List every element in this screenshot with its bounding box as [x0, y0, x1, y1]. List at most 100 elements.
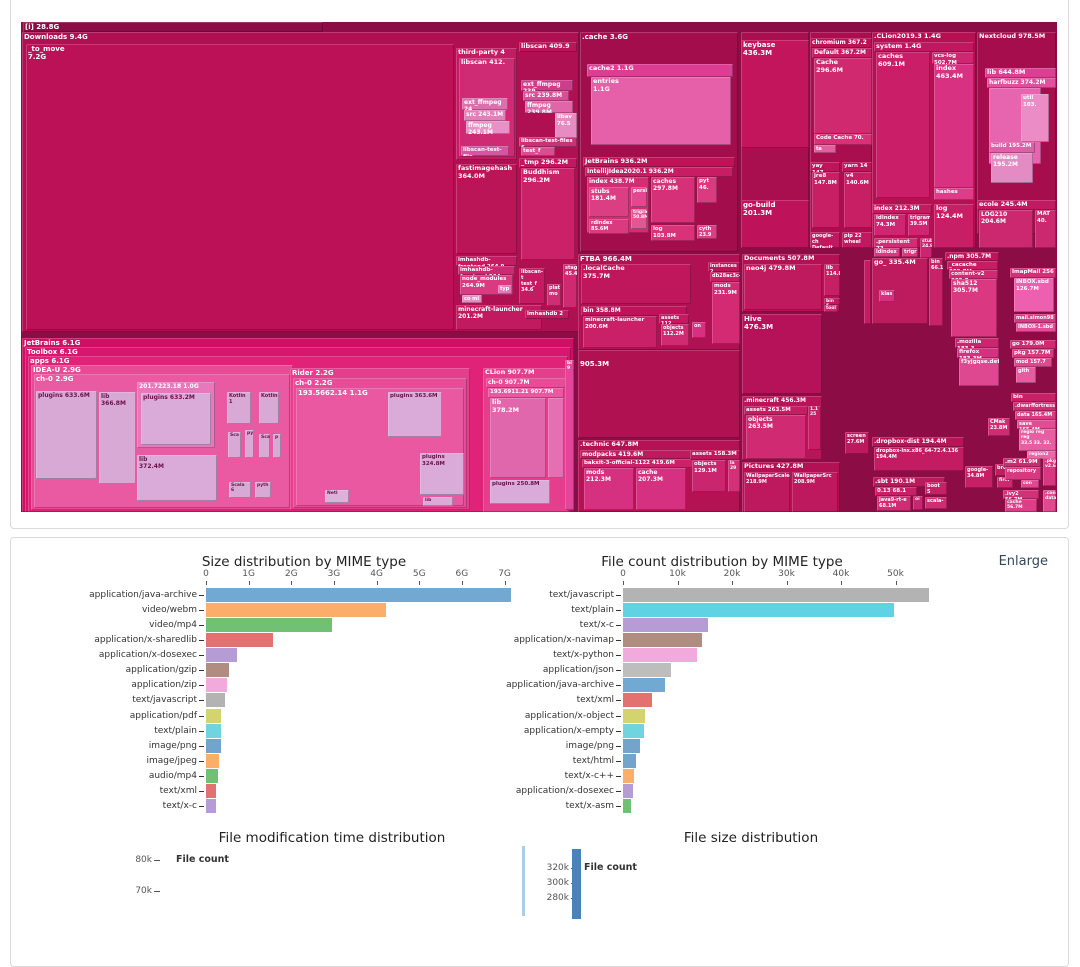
treemap-block[interactable]: bin 358.8M — [581, 306, 687, 316]
treemap-block[interactable]: google-ch Default — [810, 232, 840, 248]
treemap-block[interactable]: libscan-test-file — [461, 146, 509, 156]
treemap-block[interactable]: bin 5 — [824, 298, 840, 305]
treemap-block[interactable]: lib — [423, 497, 453, 506]
treemap-block[interactable]: cache 56.7M — [1005, 499, 1037, 512]
treemap-block[interactable]: mail.simon98 — [1014, 314, 1056, 323]
treemap-block[interactable]: f3yjgqse.defau — [959, 358, 999, 386]
treemap-block[interactable]: log 103.8M — [651, 225, 695, 241]
treemap-block[interactable]: WallpaperSrc 208.9M — [792, 472, 838, 512]
treemap-block[interactable]: trigr — [902, 248, 918, 257]
treemap-block[interactable]: _to_move 7.2G — [26, 44, 454, 330]
treemap-block[interactable]: Code Cache 70. — [814, 134, 872, 145]
treemap-block[interactable]: la 29 — [728, 460, 740, 492]
treemap-block[interactable]: idindex 74.3M — [874, 214, 906, 236]
treemap-block[interactable]: instances 2 — [708, 262, 740, 272]
treemap-block[interactable]: objects 263.5M — [746, 415, 806, 459]
treemap-block[interactable]: entries 1.1G — [591, 77, 731, 145]
treemap-block[interactable]: cyth 23.9 — [697, 225, 717, 239]
treemap-block[interactable]: regio reg reg 33.5 33. 32. — [1019, 429, 1056, 451]
treemap-block[interactable]: trigram 39.5M — [908, 214, 930, 236]
treemap-block[interactable]: .ivy2 56.7M — [1003, 490, 1039, 499]
treemap-block[interactable]: plat mo — [547, 284, 561, 306]
treemap-block[interactable]: lib 378.2M — [490, 398, 546, 478]
treemap-block[interactable]: oi — [913, 496, 923, 510]
treemap-block[interactable]: LOG210 204.6M — [979, 210, 1033, 248]
treemap-block[interactable]: data 165.4M — [1015, 411, 1056, 420]
treemap-block[interactable]: release 195.2M — [991, 153, 1033, 183]
treemap-block[interactable]: lib 372.4M — [137, 455, 217, 501]
treemap-block[interactable]: ext_ffmpeg 239 — [521, 80, 573, 91]
treemap-block[interactable]: tool — [824, 305, 838, 312]
treemap-block[interactable]: assets 263.5M — [744, 406, 808, 415]
treemap-block[interactable]: hashes — [934, 188, 974, 200]
treemap-block[interactable]: Kotlin — [259, 392, 279, 424]
treemap-block[interactable]: plugins 633.2M — [141, 393, 211, 445]
treemap-block[interactable]: mod 157.7 — [1014, 358, 1052, 367]
treemap-block[interactable]: imhashdb 2 — [525, 310, 569, 319]
treemap-block[interactable]: Cache 296.6M — [814, 58, 872, 134]
treemap-block[interactable]: lib 366.8M — [99, 392, 136, 484]
treemap-block[interactable]: Scala 6 — [229, 482, 251, 498]
treemap-block[interactable]: CMak 23.8M — [988, 418, 1010, 436]
treemap-block[interactable]: libscan 409.9 — [519, 42, 577, 52]
treemap-block[interactable]: src 239.8M — [523, 91, 569, 101]
treemap-block[interactable]: ta — [814, 145, 836, 153]
treemap-block[interactable]: build 195.2M — [989, 142, 1035, 153]
disk-usage-treemap[interactable]: [i] 28.8G Downloads 9.4G _to_move 7.2G thir… — [21, 22, 1057, 512]
treemap-block[interactable]: ch-0 907.7M — [486, 378, 566, 388]
treemap-block[interactable]: lib 114.8M — [824, 264, 840, 296]
treemap-block[interactable]: content-v2 305.7 — [949, 270, 998, 279]
treemap-block[interactable]: cache2 1.1G — [587, 64, 733, 77]
treemap-block[interactable]: typ — [498, 285, 512, 294]
treemap-block[interactable]: v4 140.6M — [844, 172, 872, 228]
treemap-block[interactable]: pyt 46. — [697, 177, 717, 203]
treemap-block[interactable]: stubs 24.9 — [920, 238, 932, 258]
treemap-block[interactable]: Sca — [228, 432, 241, 458]
treemap-block[interactable]: plugins 250.8M — [490, 480, 550, 504]
treemap-block[interactable] — [864, 260, 871, 324]
treemap-block[interactable]: MAT 40. — [1035, 210, 1056, 248]
treemap-block[interactable]: src 243.1M — [464, 110, 506, 121]
treemap-block[interactable]: caches 609.1M — [876, 52, 930, 198]
treemap-block[interactable]: Netl — [325, 490, 349, 503]
treemap-block[interactable]: firef — [997, 477, 1013, 488]
treemap-block[interactable]: .mozilla 183.3 — [955, 338, 999, 348]
treemap-block[interactable]: plugins 363.6M — [388, 392, 442, 437]
treemap-block[interactable]: chromium 367.2 — [810, 38, 872, 48]
treemap-block[interactable]: 193.6911.21 907.7M — [488, 388, 564, 398]
treemap-block[interactable]: INBOX.sbd 126.7M — [1014, 278, 1054, 312]
treemap-block[interactable]: yay 147. — [810, 162, 840, 172]
treemap-block[interactable]: bin — [1011, 393, 1056, 402]
treemap-block[interactable]: libav 76.5 — [555, 113, 577, 139]
treemap-block[interactable]: libscan-test-files 6 — [519, 137, 577, 147]
treemap-block[interactable]: .persistent 73. — [874, 238, 918, 248]
treemap-block[interactable]: google- 34.8M — [965, 466, 993, 488]
treemap-block[interactable]: py — [245, 430, 254, 458]
treemap-block[interactable]: 1.1 25 — [808, 406, 821, 450]
treemap-block[interactable]: ecole 245.4M — [977, 200, 1056, 210]
treemap-block[interactable]: idindex — [874, 248, 900, 257]
treemap-block[interactable]: Sca — [259, 434, 270, 458]
treemap-block[interactable]: klas — [879, 290, 895, 302]
treemap-block[interactable]: pyth — [255, 482, 271, 498]
treemap-block[interactable]: plugins 324.8M — [420, 453, 464, 495]
treemap-block[interactable]: trigram 50.8M — [631, 209, 647, 229]
treemap-block[interactable]: gith — [1016, 367, 1036, 383]
treemap-block[interactable]: fastimagehash 364.0M — [456, 164, 517, 254]
treemap-block[interactable]: on — [692, 322, 706, 338]
treemap-block[interactable]: bakxit-3-official-1122 419.6M — [582, 459, 700, 468]
treemap-block[interactable]: libscan-t test_f 34.6 — [519, 268, 545, 304]
treemap-block[interactable]: Buddhism 296.2M — [521, 168, 575, 260]
treemap-block[interactable]: objects 129.1M — [692, 460, 726, 492]
treemap-block[interactable]: WallpaperScaled 218.9M — [744, 472, 790, 512]
treemap-block[interactable]: java9-rt-e 68.1M — [877, 496, 911, 511]
treemap-block[interactable]: stubs 181.4M — [589, 187, 629, 217]
treemap-block[interactable]: .pkg v2.6 — [1043, 458, 1056, 486]
treemap-block[interactable]: plugins 633.6M — [36, 391, 97, 479]
treemap-block[interactable]: neo4j 479.8M — [744, 264, 822, 310]
treemap-block[interactable]: objects 112.2M — [661, 324, 689, 346]
treemap-block[interactable]: lib 644.8M — [985, 68, 1056, 78]
treemap-block[interactable]: .dwarffortress — [1013, 402, 1056, 411]
treemap-block[interactable]: IntelliJIdea2020.1 936.2M — [585, 167, 733, 177]
treemap-block[interactable]: assets 112. — [659, 314, 689, 324]
